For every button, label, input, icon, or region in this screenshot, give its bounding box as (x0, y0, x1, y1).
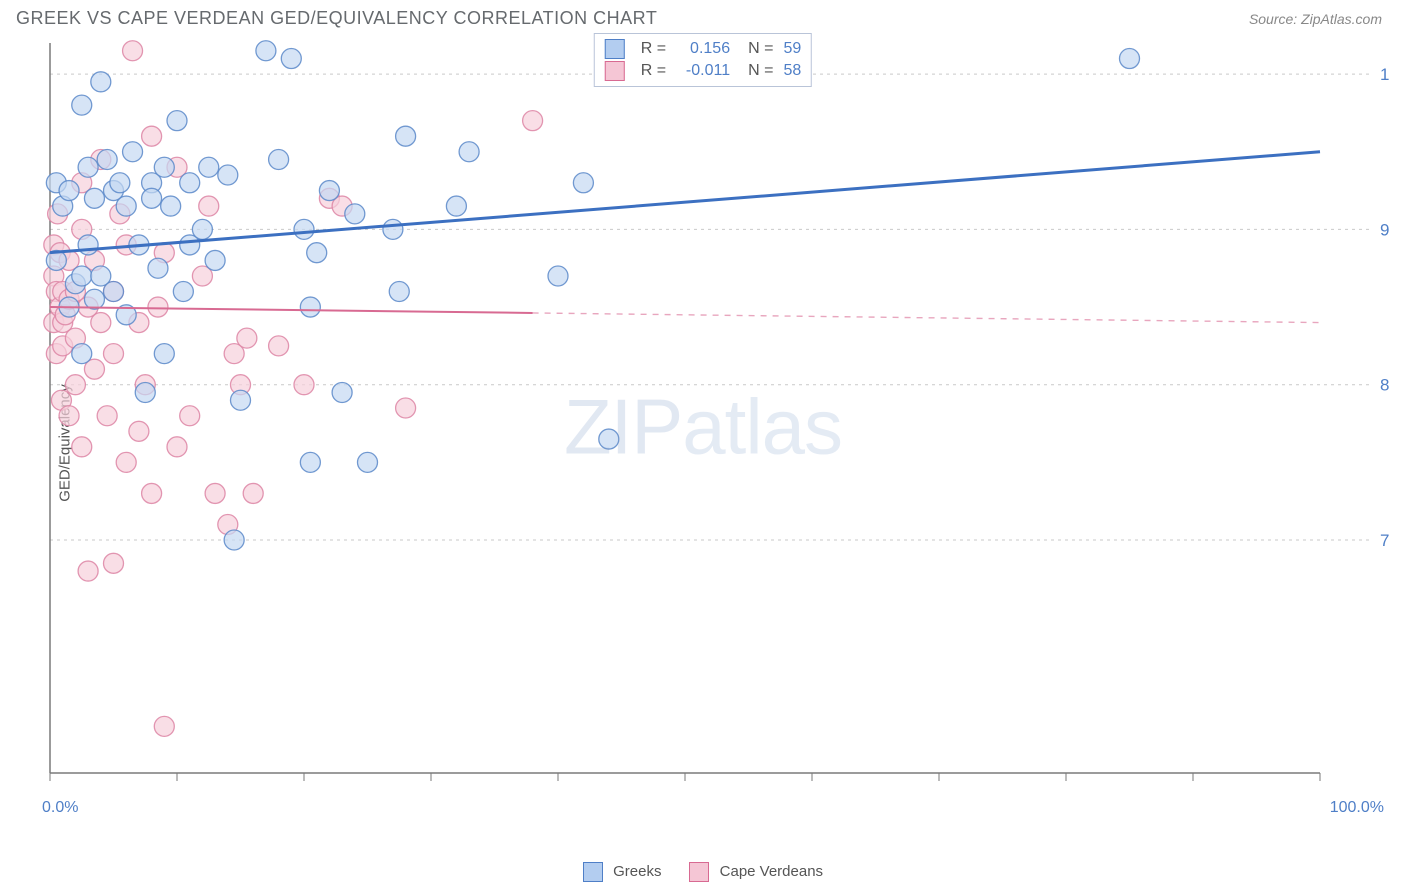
legend-label-cape-verdeans: Cape Verdeans (720, 863, 823, 880)
corr-r-value: 0.156 (676, 38, 730, 60)
x-axis-max-label: 100.0% (1330, 799, 1384, 817)
legend-swatch-greeks (583, 862, 603, 882)
corr-n-value: 58 (783, 60, 801, 82)
svg-text:80.0%: 80.0% (1380, 376, 1390, 395)
corr-n-label: N = (748, 38, 773, 60)
svg-text:70.0%: 70.0% (1380, 531, 1390, 550)
correlation-row: R = -0.011 N = 58 (605, 60, 801, 82)
source-label: Source: ZipAtlas.com (1249, 11, 1382, 27)
corr-r-label: R = (641, 38, 666, 60)
legend-swatch-cape-verdeans (689, 862, 709, 882)
chart-container: GED/Equivalency 70.0%80.0%90.0%100.0% ZI… (0, 33, 1406, 853)
bottom-legend: Greeks Cape Verdeans (0, 862, 1406, 882)
legend-item-greeks: Greeks (583, 862, 662, 882)
svg-text:90.0%: 90.0% (1380, 220, 1390, 239)
scatter-plot: 70.0% 80.0% 90.0% 100.0% (40, 33, 1390, 823)
corr-n-value: 59 (783, 38, 801, 60)
corr-swatch (605, 61, 625, 81)
svg-text:100.0%: 100.0% (1380, 65, 1390, 84)
corr-r-value: -0.011 (676, 60, 730, 82)
legend-item-cape-verdeans: Cape Verdeans (689, 862, 823, 882)
corr-swatch (605, 39, 625, 59)
corr-n-label: N = (748, 60, 773, 82)
chart-title: GREEK VS CAPE VERDEAN GED/EQUIVALENCY CO… (16, 8, 657, 29)
legend-label-greeks: Greeks (613, 863, 661, 880)
corr-r-label: R = (641, 60, 666, 82)
correlation-legend: R = 0.156 N = 59 R = -0.011 N = 58 (594, 33, 812, 87)
correlation-row: R = 0.156 N = 59 (605, 38, 801, 60)
x-axis-min-label: 0.0% (42, 799, 78, 817)
